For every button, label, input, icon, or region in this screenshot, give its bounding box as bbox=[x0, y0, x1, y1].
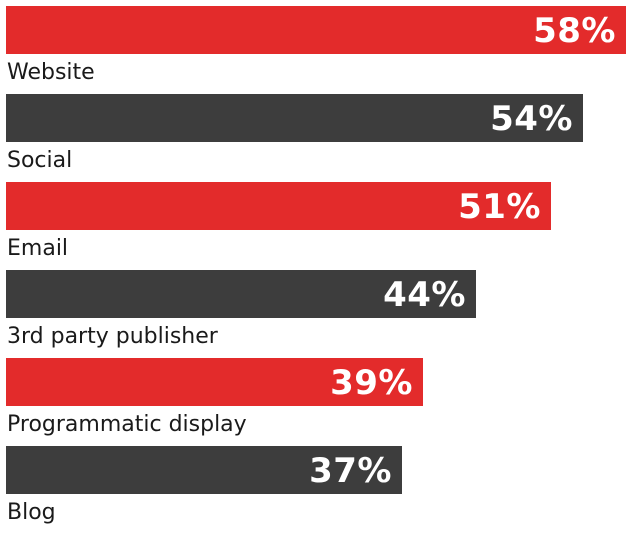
category-label: Social bbox=[7, 148, 73, 173]
category-label: Email bbox=[7, 236, 69, 261]
bar-value-label: 39% bbox=[330, 363, 413, 403]
bar-2: 54% bbox=[6, 94, 583, 142]
bar-value-label: 54% bbox=[490, 99, 573, 139]
category-label: 3rd party publisher bbox=[7, 324, 218, 349]
bar-4: 44% bbox=[6, 270, 476, 318]
bar-value-label: 37% bbox=[309, 451, 392, 491]
category-label: Website bbox=[7, 60, 95, 85]
bar-3: 51% bbox=[6, 182, 551, 230]
category-label: Blog bbox=[7, 500, 56, 525]
category-label: Programmatic display bbox=[7, 412, 247, 437]
bar-value-label: 44% bbox=[383, 275, 466, 315]
bar-value-label: 58% bbox=[533, 11, 616, 51]
bar-5: 39% bbox=[6, 358, 423, 406]
bar-value-label: 51% bbox=[458, 187, 541, 227]
bar-1: 58% bbox=[6, 6, 626, 54]
bar-6: 37% bbox=[6, 446, 402, 494]
